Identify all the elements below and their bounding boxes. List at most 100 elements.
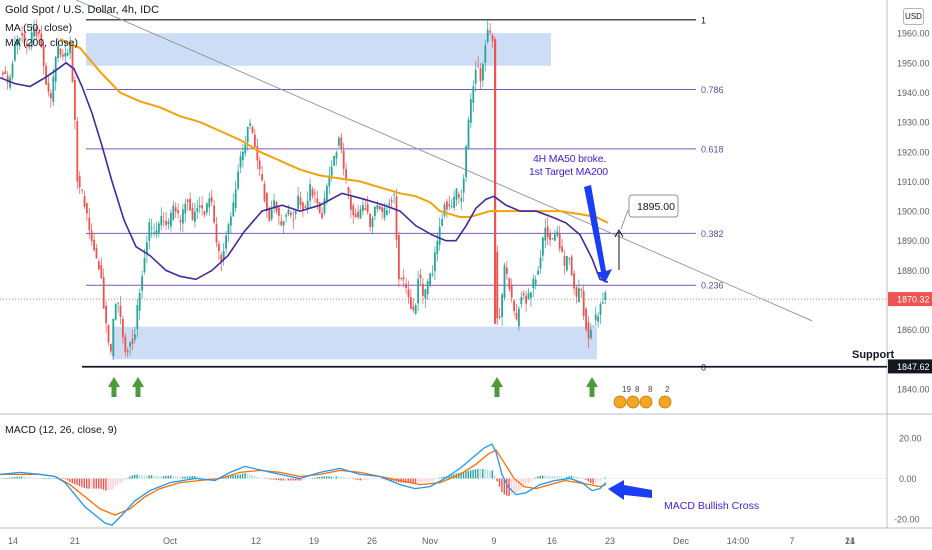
macd-histogram-bar <box>35 478 37 479</box>
macd-histogram-bar <box>54 478 57 479</box>
macd-histogram-bar <box>244 473 246 479</box>
macd-histogram-bar <box>182 476 184 479</box>
candle-body <box>160 215 163 226</box>
macd-histogram-bar <box>578 477 580 479</box>
macd-histogram-bar <box>419 478 421 483</box>
candle-body <box>16 39 19 46</box>
candle-body <box>191 208 194 220</box>
macd-histogram-bar <box>2 478 4 479</box>
macd-histogram-bar <box>537 476 539 479</box>
macd-histogram-bar <box>74 478 76 485</box>
currency-button[interactable]: USD <box>903 8 924 25</box>
candle-body <box>568 258 571 259</box>
candle-body <box>419 274 422 279</box>
candle-body <box>405 283 407 289</box>
candle-body <box>556 231 559 236</box>
candle-body <box>110 344 112 352</box>
macd-histogram-bar <box>496 478 498 482</box>
macd-histogram-bar <box>273 478 275 480</box>
candle-body <box>54 57 57 82</box>
candle-body <box>11 63 14 78</box>
macd-histogram-bar <box>23 476 25 479</box>
macd-histogram-bar <box>527 478 529 484</box>
candle-body <box>417 279 419 304</box>
candle-body <box>342 150 345 169</box>
macd-histogram-bar <box>494 475 496 479</box>
macd-histogram-bar <box>206 478 208 479</box>
candle-body <box>278 207 280 216</box>
macd-histogram-bar <box>390 478 393 481</box>
candle-body <box>136 305 139 329</box>
candle-body <box>434 252 436 272</box>
time-tick: 16 <box>547 536 557 546</box>
ma200-legend[interactable]: MA (200, close) <box>5 37 78 49</box>
macd-pane: MACD Bullish Cross <box>0 443 887 526</box>
time-tick: Dec <box>673 536 690 546</box>
macd-histogram-bar <box>4 478 6 479</box>
candle-body <box>443 204 446 216</box>
macd-histogram-bar <box>429 478 431 482</box>
candle-body <box>297 195 299 209</box>
candle-body <box>561 246 563 252</box>
macd-histogram-bar <box>506 478 508 496</box>
macd-histogram-bar <box>417 478 419 483</box>
macd-histogram-bar <box>594 478 597 483</box>
candle-body <box>242 151 244 161</box>
ma50-legend[interactable]: MA (50, close) <box>5 22 73 34</box>
candle-body <box>234 189 237 208</box>
candle-body <box>410 297 412 309</box>
macd-histogram-bar <box>90 478 93 489</box>
candle-body <box>422 283 424 296</box>
macd-histogram-bar <box>350 478 352 479</box>
annotations: 4H MA50 broke.1st Target MA200 1895.00 Sup… <box>108 153 894 409</box>
chart-title: Gold Spot / U.S. Dollar, 4h, IDC <box>5 4 160 16</box>
macd-histogram-bar <box>597 478 599 482</box>
candle-body <box>539 257 542 269</box>
candle-body <box>100 265 103 279</box>
macd-histogram-bar <box>482 469 484 479</box>
support-arrow-3 <box>491 377 503 397</box>
candle-body <box>64 52 67 57</box>
macd-legend[interactable]: MACD (12, 26, close, 9) <box>5 424 118 436</box>
macd-histogram-bar <box>347 478 349 479</box>
macd-histogram-bar <box>592 478 594 484</box>
candle-body <box>124 336 127 352</box>
macd-histogram-bar <box>602 478 604 480</box>
candle-body <box>105 305 107 324</box>
candle-body <box>74 80 76 120</box>
candle-body <box>50 92 52 99</box>
resistance-zone <box>86 33 551 66</box>
candle-body <box>270 209 273 220</box>
candle-body <box>230 216 232 226</box>
macd-histogram-bar <box>292 478 294 481</box>
candle-body <box>426 281 429 295</box>
fib-label-1: 1 <box>701 15 706 25</box>
candle-body <box>4 71 7 75</box>
macd-histogram-bar <box>479 469 481 479</box>
macd-histogram-bar <box>486 469 489 479</box>
macd-histogram-bar <box>513 478 515 494</box>
fib-label-0.618: 0.618 <box>701 144 724 154</box>
candle-body <box>465 146 467 177</box>
macd-histogram-bar <box>146 475 148 479</box>
candle-body <box>26 43 28 47</box>
macd-histogram-bar <box>532 478 534 480</box>
candle-body <box>254 134 256 147</box>
macd-histogram-bar <box>316 477 318 479</box>
event-badge <box>613 395 627 409</box>
time-tick: 14 <box>845 536 855 546</box>
macd-histogram-bar <box>153 475 155 479</box>
candle-body <box>232 202 235 217</box>
candle-body <box>383 207 386 218</box>
macd-histogram-bar <box>366 478 369 480</box>
candle-body <box>338 137 340 146</box>
macd-histogram-bar <box>191 476 193 479</box>
candle-body <box>69 44 71 54</box>
candle-body <box>66 53 69 56</box>
macd-histogram-bar <box>42 478 45 479</box>
candle-body <box>114 304 117 320</box>
price-tick: 1860.00 <box>897 325 930 335</box>
macd-histogram-bar <box>189 476 191 479</box>
macd-histogram-bar <box>138 474 141 479</box>
